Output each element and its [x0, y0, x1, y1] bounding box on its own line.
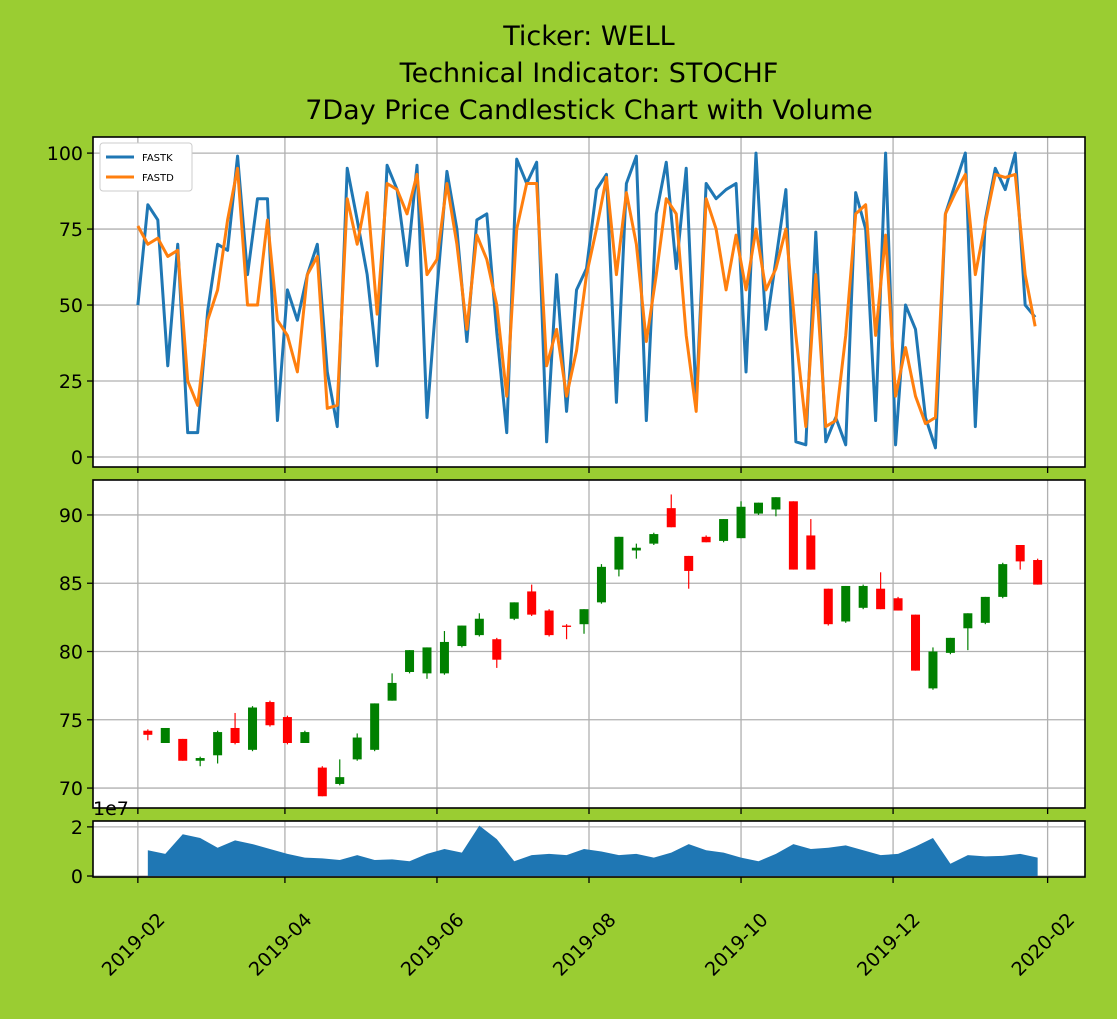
- candle-body: [213, 732, 223, 756]
- candle-body: [579, 609, 589, 625]
- candle-body: [265, 702, 275, 726]
- candle-body: [596, 566, 606, 603]
- candle-body: [614, 536, 624, 570]
- candle-body: [143, 730, 153, 735]
- candle-body: [963, 613, 973, 629]
- candle-body: [317, 767, 327, 797]
- y-tick-label: 0: [71, 866, 83, 888]
- plot-frame: [92, 136, 1086, 468]
- candle-body: [788, 501, 798, 570]
- candle-body: [911, 614, 921, 671]
- candle-body: [439, 641, 449, 674]
- candle-body: [300, 732, 310, 744]
- candle-body: [719, 519, 729, 541]
- candle-body: [631, 547, 641, 551]
- y-tick-label: 80: [59, 642, 83, 664]
- candle-body: [562, 625, 572, 627]
- candle-body: [352, 737, 362, 760]
- candle-body: [457, 625, 467, 647]
- candle-body: [858, 585, 868, 608]
- series-line: [136, 166, 1037, 429]
- candle-body: [998, 564, 1008, 597]
- volume-area: [147, 825, 1038, 877]
- legend-label: FASTD: [142, 173, 174, 184]
- candle-body: [701, 536, 711, 543]
- plot-frame: [92, 820, 1086, 878]
- legend: FASTK FASTD: [99, 142, 193, 192]
- candle-body: [405, 650, 415, 672]
- candle-body: [1033, 560, 1043, 585]
- candle-body: [248, 707, 258, 750]
- candle-body: [509, 602, 519, 619]
- candle-body: [928, 651, 938, 689]
- axis-offset-label: 1e7: [93, 798, 129, 820]
- candle-body: [893, 598, 903, 611]
- candle-body: [335, 777, 345, 784]
- candle-body: [230, 727, 240, 744]
- plot-frame: [92, 479, 1086, 809]
- y-tick-label: 90: [59, 505, 83, 527]
- candle-body: [823, 588, 833, 625]
- candle-body: [178, 738, 188, 761]
- candle-body: [527, 591, 537, 615]
- candle-body: [370, 703, 380, 750]
- candle-body: [195, 758, 205, 761]
- y-tick-label: 0: [71, 447, 83, 469]
- y-tick-label: 75: [59, 710, 83, 732]
- candle-body: [980, 596, 990, 623]
- y-tick-label: 2: [71, 817, 83, 839]
- y-tick-label: 75: [59, 219, 83, 241]
- candle-body: [387, 682, 397, 701]
- title-line: Technical Indicator: STOCHF: [399, 58, 779, 89]
- candle-body: [422, 647, 432, 674]
- title-line: 7Day Price Candlestick Chart with Volume: [305, 95, 873, 126]
- y-tick-label: 50: [59, 295, 83, 317]
- y-tick-label: 70: [59, 778, 83, 800]
- candle-body: [806, 535, 816, 570]
- candle-body: [1015, 544, 1025, 562]
- candle-body: [771, 497, 781, 510]
- candle-body: [945, 637, 955, 653]
- y-tick-label: 100: [47, 143, 83, 165]
- y-tick-label: 25: [59, 371, 83, 393]
- candle-body: [160, 727, 170, 744]
- legend-label: FASTK: [142, 153, 173, 164]
- candle-body: [666, 508, 676, 528]
- legend-box: [99, 142, 193, 192]
- candle-body: [841, 585, 851, 622]
- candle-body: [474, 618, 484, 636]
- candle-body: [684, 555, 694, 571]
- y-tick-label: 85: [59, 573, 83, 595]
- candle-body: [649, 534, 659, 544]
- candle-body: [876, 588, 886, 610]
- candle-body: [492, 639, 502, 660]
- candle-body: [753, 502, 763, 514]
- candle-body: [736, 506, 746, 539]
- title-line: Ticker: WELL: [502, 21, 674, 52]
- candle-body: [544, 610, 554, 636]
- candle-body: [282, 717, 292, 744]
